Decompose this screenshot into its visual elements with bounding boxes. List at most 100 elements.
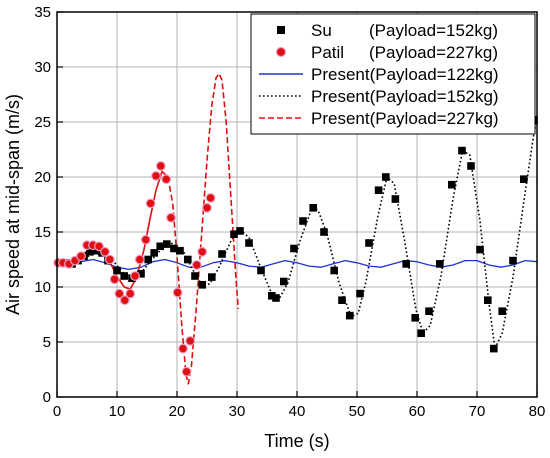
su-data-point — [490, 344, 498, 353]
su-data-point — [156, 242, 164, 251]
su-data-point — [218, 250, 226, 258]
su-data-point — [391, 195, 400, 203]
su-data-point — [280, 277, 288, 286]
patil-data-point — [145, 198, 156, 209]
patil-data-point — [197, 246, 208, 257]
legend: Su (Payload=152kg) Patil (Payload=227kg) Pre… — [250, 13, 536, 135]
axis-ticks: 0 10 20 30 40 50 60 70 80 0 5 10 15 20 25 30 35 — [34, 4, 545, 420]
patil-data-point — [151, 170, 161, 181]
su-data-point — [176, 246, 184, 255]
su-data-point — [290, 244, 298, 253]
patil-data-point — [161, 174, 172, 185]
patil-data-point — [178, 343, 188, 354]
legend-label: Patil — [311, 43, 344, 62]
su-data-point — [509, 256, 517, 265]
su-data-point — [170, 244, 178, 253]
y-tick-label: 20 — [34, 169, 51, 186]
series-line-present-122kg — [56, 258, 538, 271]
y-tick-label: 15 — [34, 224, 51, 241]
y-tick-label: 5 — [43, 334, 51, 351]
patil-data-point — [205, 192, 216, 203]
x-axis-title: Time (s) — [264, 431, 329, 451]
series-line-present-227kg-solid — [56, 170, 169, 290]
su-data-point — [120, 272, 128, 280]
y-tick-label: 25 — [34, 114, 51, 131]
su-data-point — [272, 294, 280, 302]
su-data-point — [113, 266, 121, 275]
legend-label: Present(Payload=227kg) — [311, 109, 499, 128]
y-tick-label: 0 — [43, 389, 51, 406]
patil-data-point — [114, 288, 125, 299]
su-data-point — [144, 255, 152, 264]
x-tick-label: 50 — [349, 403, 366, 420]
legend-label: Su — [311, 21, 332, 40]
su-data-point — [150, 249, 158, 257]
su-data-point — [356, 289, 364, 298]
patil-data-point — [185, 336, 196, 346]
su-data-point — [484, 296, 492, 304]
su-data-point — [448, 180, 456, 189]
x-tick-label: 30 — [229, 403, 246, 420]
patil-data-point — [119, 295, 130, 306]
su-data-point — [309, 204, 317, 212]
patil-data-point — [202, 202, 212, 213]
x-tick-label: 60 — [409, 403, 426, 420]
su-data-point — [382, 173, 390, 181]
legend-label: Present(Payload=152kg) — [311, 87, 499, 106]
patil-data-point — [130, 271, 140, 281]
patil-data-point — [109, 274, 120, 285]
su-data-point — [198, 281, 206, 289]
su-data-point — [338, 296, 346, 304]
su-data-point — [184, 255, 192, 264]
su-data-point — [245, 239, 253, 247]
su-data-point — [299, 217, 307, 225]
patil-data-point — [191, 260, 202, 270]
patil-data-point — [125, 288, 136, 299]
legend-swatch-circle — [275, 46, 287, 58]
patil-data-point — [76, 251, 86, 262]
y-tick-label: 30 — [34, 59, 51, 76]
su-data-point — [320, 228, 328, 236]
su-data-point — [163, 240, 171, 248]
patil-data-point — [104, 254, 115, 265]
y-axis-title: Air speed at mid-span (m/s) — [3, 94, 23, 315]
su-data-point — [257, 266, 265, 275]
su-data-point — [365, 239, 373, 247]
patil-data-point — [134, 254, 145, 265]
su-data-point — [191, 272, 199, 280]
patil-data-point — [166, 212, 176, 223]
su-data-point — [268, 292, 276, 300]
y-tick-label: 10 — [34, 279, 51, 296]
patil-data-point — [100, 246, 110, 257]
su-data-point — [425, 307, 433, 315]
x-tick-label: 70 — [469, 403, 486, 420]
su-data-point — [402, 260, 410, 268]
x-tick-label: 40 — [289, 403, 306, 420]
su-data-point — [330, 266, 338, 275]
su-data-point — [236, 227, 244, 235]
su-data-point — [476, 245, 484, 254]
patil-data-point — [140, 234, 151, 245]
y-tick-label: 35 — [34, 4, 51, 21]
su-data-point — [208, 273, 216, 281]
series-line-present-227kg-dashed — [167, 72, 239, 385]
su-data-point — [498, 307, 506, 315]
su-data-point — [92, 246, 100, 255]
x-tick-label: 20 — [169, 403, 186, 420]
legend-payload: (Payload=152kg) — [369, 21, 498, 40]
su-data-point — [436, 260, 444, 268]
su-data-point — [458, 146, 466, 155]
x-tick-label: 10 — [109, 403, 126, 420]
su-data-point — [520, 175, 528, 183]
su-data-point — [346, 311, 354, 320]
patil-data-point — [172, 287, 183, 298]
legend-payload: (Payload=227kg) — [369, 43, 498, 62]
su-data-point — [86, 248, 94, 256]
su-data-point — [411, 314, 419, 322]
su-data-point — [417, 329, 425, 337]
patil-data-point — [181, 366, 192, 377]
su-data-point — [137, 270, 145, 278]
patil-data-point — [155, 161, 166, 171]
x-tick-label: 80 — [529, 403, 546, 420]
